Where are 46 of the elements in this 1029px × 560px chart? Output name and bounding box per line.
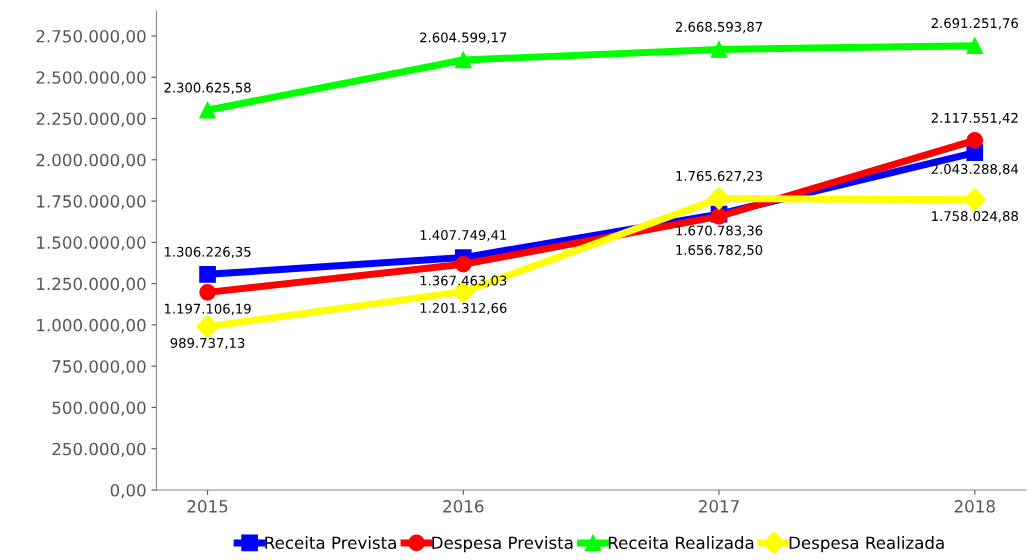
y-tick-label: 1.250.000,00	[37, 277, 146, 292]
point	[196, 315, 220, 339]
data-label: 1.201.312,66	[420, 303, 507, 315]
data-label: 2.300.625,58	[164, 82, 251, 94]
y-tick-label: 500.000,00	[52, 401, 146, 416]
data-label: 1.670.783,36	[676, 225, 763, 237]
data-label: 989.737,13	[170, 337, 245, 350]
legend-label: Receita Realizada	[608, 536, 754, 550]
y-tick-label: 2.250.000,00	[36, 112, 146, 127]
data-label: 2.043.288,84	[931, 163, 1019, 176]
point	[199, 101, 216, 119]
data-label: 1.765.627,23	[676, 170, 763, 183]
y-tick-label: 1.500.000,00	[37, 236, 146, 251]
point	[963, 188, 987, 212]
x-tick-label: 2018	[954, 500, 995, 513]
data-label: 2.691.251,76	[931, 18, 1018, 30]
x-tick-label: 2017	[699, 500, 739, 513]
legend-label: Despesa Prevista	[432, 536, 573, 553]
point	[707, 186, 731, 210]
y-tick-label: 250.000,00	[52, 442, 146, 457]
y-tick-label: 0,00	[110, 483, 146, 499]
point	[966, 37, 984, 54]
y-tick-label: 2.000.000,00	[36, 153, 146, 169]
point	[454, 255, 472, 273]
point	[710, 41, 728, 58]
y-tick-label: 750.000,00	[52, 360, 146, 375]
legend-label: Receita Prevista	[265, 536, 396, 550]
y-tick-label: 2.500.000,00	[36, 71, 146, 86]
data-label: 1.407.749,41	[420, 230, 507, 242]
x-tick-label: 2016	[443, 500, 484, 513]
data-label: 1.656.782,50	[676, 244, 763, 257]
y-tick-label: 1.000.000,00	[37, 318, 146, 334]
data-label: 2.604.599,17	[420, 32, 507, 44]
point	[966, 132, 984, 149]
point	[199, 284, 216, 301]
data-label: 1.758.024,88	[932, 211, 1018, 223]
x-tick-label: 2015	[187, 500, 228, 513]
data-label: 1.306.226,35	[164, 246, 251, 259]
point	[454, 51, 472, 69]
legend-label: Despesa Realizada	[789, 536, 944, 553]
y-tick-label: 1.750.000,00	[37, 195, 146, 210]
data-label: 2.117.551,42	[931, 112, 1018, 125]
y-tick-label: 2.750.000,00	[36, 29, 146, 45]
data-label: 1.197.106,19	[164, 303, 251, 316]
data-label: 2.668.593,87	[675, 21, 762, 34]
point	[199, 266, 216, 283]
